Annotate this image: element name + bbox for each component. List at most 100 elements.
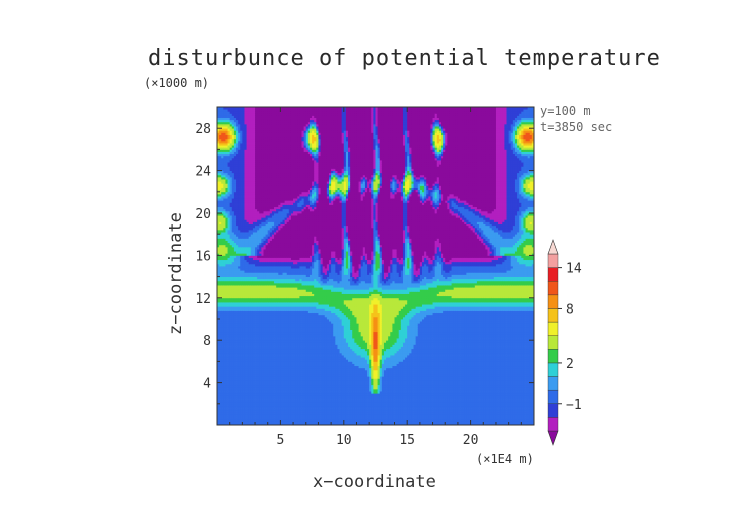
field-cell xyxy=(240,166,243,169)
field-cell xyxy=(246,282,250,286)
field-cell xyxy=(244,210,247,214)
field-cell xyxy=(248,316,252,320)
field-cell xyxy=(236,395,239,398)
field-cell xyxy=(233,126,237,129)
field-cell xyxy=(250,121,254,125)
field-cell xyxy=(221,369,224,373)
field-cell xyxy=(246,359,250,362)
field-cell xyxy=(248,157,252,161)
field-cell xyxy=(242,376,245,379)
field-cell xyxy=(244,374,247,377)
field-cell xyxy=(221,204,224,208)
field-cell xyxy=(233,372,237,375)
field-cell xyxy=(236,187,239,191)
field-cell xyxy=(246,397,250,400)
field-cell xyxy=(227,403,231,407)
field-cell xyxy=(242,170,245,174)
field-cell xyxy=(217,115,220,118)
field-cell xyxy=(227,359,231,362)
field-cell xyxy=(236,325,239,328)
field-cell xyxy=(236,121,239,125)
field-cell xyxy=(248,295,252,299)
field-cell xyxy=(217,223,220,227)
field-cell xyxy=(244,270,247,273)
field-cell xyxy=(227,361,231,364)
field-cell xyxy=(248,147,252,150)
field-cell xyxy=(231,372,235,375)
field-cell xyxy=(240,405,243,409)
field-cell xyxy=(233,249,237,252)
field-cell xyxy=(227,397,231,400)
field-cell xyxy=(250,259,254,263)
field-cell xyxy=(231,238,235,241)
field-cell xyxy=(221,310,224,314)
field-cell xyxy=(225,176,228,180)
field-cell xyxy=(250,238,254,241)
field-cell xyxy=(246,251,250,254)
field-cell xyxy=(242,109,245,112)
field-cell xyxy=(223,185,226,188)
field-cell xyxy=(236,280,239,284)
field-cell xyxy=(229,227,233,231)
field-cell xyxy=(238,405,241,409)
field-cell xyxy=(250,357,254,360)
field-cell xyxy=(231,221,235,224)
field-cell xyxy=(248,126,252,129)
field-cell xyxy=(233,270,237,273)
field-cell xyxy=(248,113,252,116)
field-cell xyxy=(223,166,226,169)
field-cell xyxy=(248,384,252,388)
field-cell xyxy=(217,232,220,235)
field-cell xyxy=(236,304,239,307)
field-cell xyxy=(233,312,237,316)
field-cell xyxy=(248,386,252,390)
field-cell xyxy=(219,149,222,152)
field-cell xyxy=(221,395,224,398)
field-cell xyxy=(244,355,247,358)
field-cell xyxy=(248,143,252,146)
field-cell xyxy=(219,276,222,280)
field-cell xyxy=(246,369,250,373)
field-cell xyxy=(246,130,250,133)
field-cell xyxy=(217,414,220,417)
field-cell xyxy=(240,395,243,398)
field-cell xyxy=(236,227,239,231)
field-cell xyxy=(252,335,256,339)
field-cell xyxy=(246,285,250,288)
field-cell xyxy=(246,342,250,345)
field-cell xyxy=(219,342,222,345)
field-cell xyxy=(233,295,237,299)
field-cell xyxy=(229,145,233,148)
field-cell xyxy=(231,285,235,288)
field-cell xyxy=(250,348,254,352)
field-cell xyxy=(240,225,243,229)
field-cell xyxy=(231,302,235,305)
field-cell xyxy=(217,242,220,246)
field-cell xyxy=(244,420,247,424)
field-cell xyxy=(244,376,247,379)
field-cell xyxy=(227,179,231,182)
field-cell xyxy=(242,246,245,250)
field-cell xyxy=(225,372,228,375)
field-cell xyxy=(240,244,243,248)
field-cell xyxy=(229,291,233,294)
field-cell xyxy=(250,149,254,152)
field-cell xyxy=(244,151,247,155)
field-cell xyxy=(223,295,226,299)
field-cell xyxy=(242,274,245,277)
field-cell xyxy=(223,369,226,373)
field-cell xyxy=(223,331,226,335)
field-cell xyxy=(233,340,237,343)
field-cell xyxy=(236,352,239,356)
field-cell xyxy=(236,272,239,275)
field-cell xyxy=(244,405,247,409)
field-cell xyxy=(240,355,243,358)
field-cell xyxy=(233,376,237,379)
field-cell xyxy=(219,338,222,341)
field-cell xyxy=(231,255,235,258)
field-cell xyxy=(238,331,241,335)
field-cell xyxy=(250,408,254,411)
field-cell xyxy=(238,242,241,246)
field-cell xyxy=(225,293,228,297)
